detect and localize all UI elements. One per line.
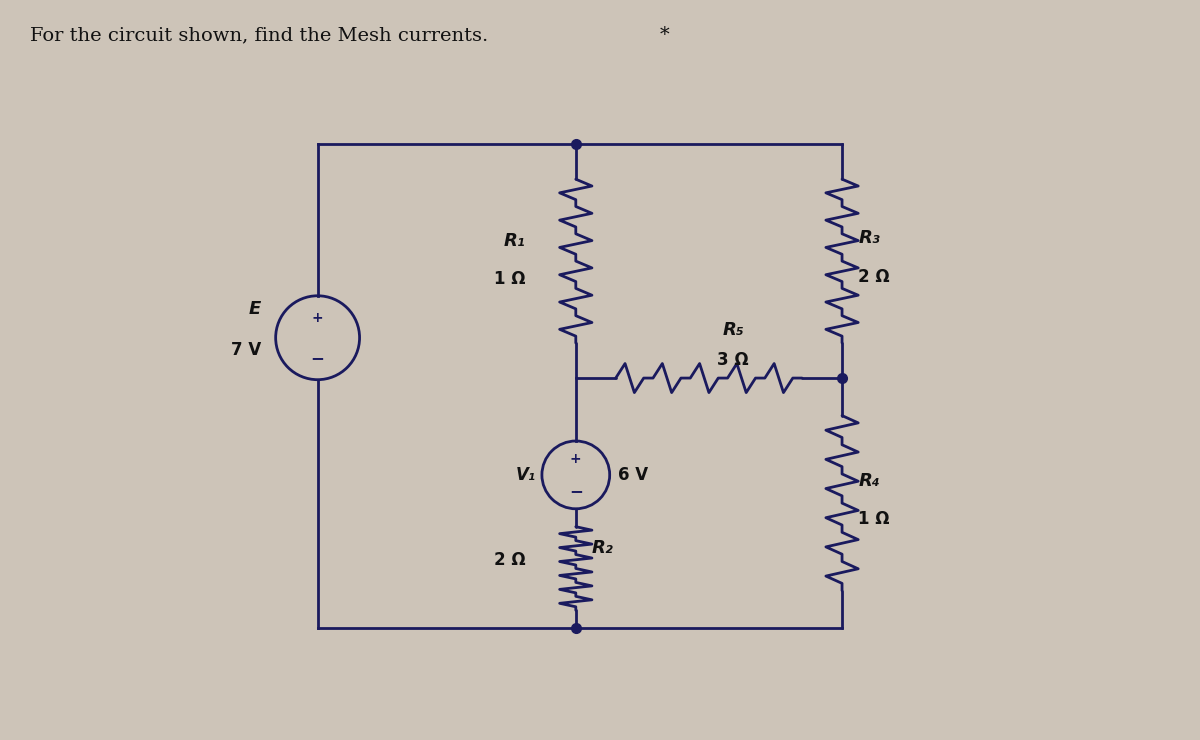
Text: R₃: R₃ [858,229,880,247]
Text: −: − [311,349,324,367]
Text: +: + [312,311,324,325]
Text: 1 Ω: 1 Ω [494,270,526,288]
Text: +: + [570,451,582,465]
Text: R₁: R₁ [504,232,526,250]
Text: 3 Ω: 3 Ω [718,351,749,369]
Text: −: − [569,482,583,500]
Text: 2 Ω: 2 Ω [858,268,890,286]
Text: For the circuit shown, find the Mesh currents.: For the circuit shown, find the Mesh cur… [30,26,494,44]
Text: E: E [248,300,262,318]
Text: R₄: R₄ [858,471,880,490]
Text: 7 V: 7 V [230,341,262,359]
Text: *: * [660,26,670,44]
Text: 1 Ω: 1 Ω [858,511,889,528]
Text: 6 V: 6 V [618,466,648,484]
Text: 2 Ω: 2 Ω [494,551,526,569]
Text: R₂: R₂ [592,539,613,557]
Text: R₅: R₅ [722,320,744,339]
Text: V₁: V₁ [515,466,535,484]
